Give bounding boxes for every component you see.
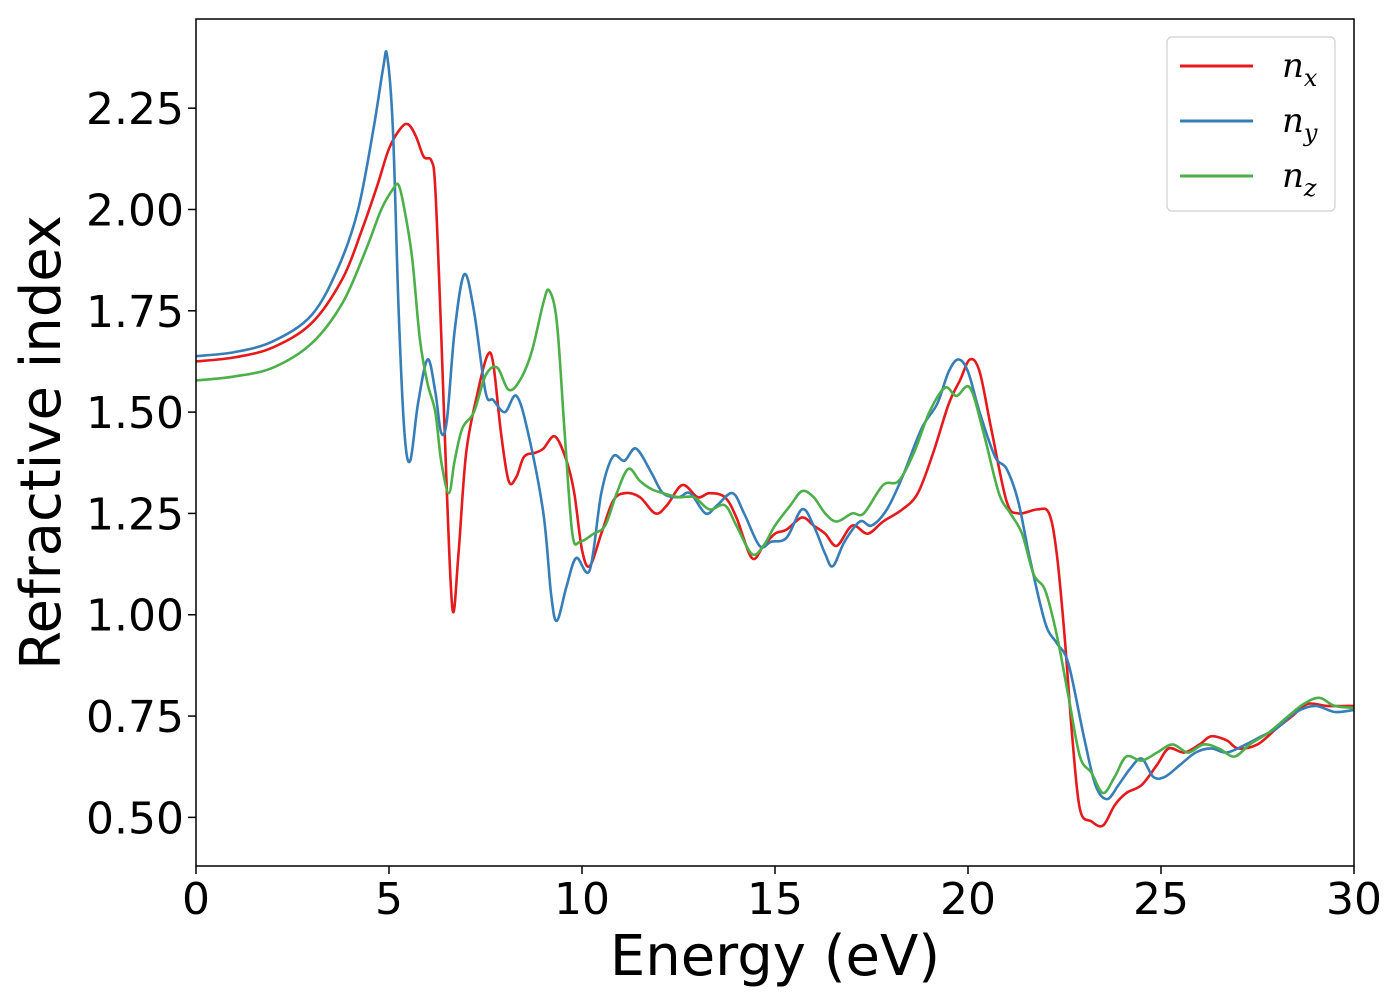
- x-tick-label: 20: [940, 874, 996, 925]
- y-tick-label: 1.75: [86, 287, 184, 338]
- legend-label-subscript: y: [1303, 119, 1318, 147]
- legend-label-ny: ny: [1282, 101, 1318, 147]
- x-tick-label: 5: [375, 874, 403, 925]
- y-axis-title: Refractive index: [9, 215, 74, 670]
- x-tick-label: 25: [1133, 874, 1189, 925]
- x-tick-label: 15: [747, 874, 803, 925]
- x-tick-label: 0: [182, 874, 210, 925]
- series-line-nx: [196, 122, 1354, 828]
- y-tick-label: 0.75: [86, 692, 184, 743]
- y-tick-label: 1.50: [86, 388, 184, 439]
- y-axis-ticks: 0.50 0.75 1.00 1.25 1.50 1.75 2.00 2.25: [86, 84, 196, 844]
- y-tick-label: 2.00: [86, 185, 184, 236]
- legend-label-base: n: [1282, 156, 1304, 196]
- y-tick-label: 1.25: [86, 489, 184, 540]
- y-tick-label: 2.25: [86, 84, 184, 135]
- x-tick-label: 10: [554, 874, 610, 925]
- legend-label-nx: nx: [1282, 46, 1318, 92]
- series-layer: [196, 50, 1354, 828]
- x-tick-label: 30: [1326, 874, 1382, 925]
- legend-label-base: n: [1282, 46, 1304, 86]
- series-line-nz: [196, 182, 1354, 795]
- x-axis-ticks: 0 5 10 15 20 25 30: [182, 866, 1382, 925]
- legend-label-base: n: [1282, 101, 1304, 141]
- legend-box: [1166, 36, 1336, 212]
- y-tick-label: 0.50: [86, 793, 184, 844]
- x-axis-title: Energy (eV): [610, 924, 940, 989]
- legend-label-subscript: z: [1303, 174, 1317, 202]
- y-tick-label: 1.00: [86, 591, 184, 642]
- legend-label-subscript: x: [1304, 64, 1318, 92]
- legend-label-nz: nz: [1282, 156, 1317, 202]
